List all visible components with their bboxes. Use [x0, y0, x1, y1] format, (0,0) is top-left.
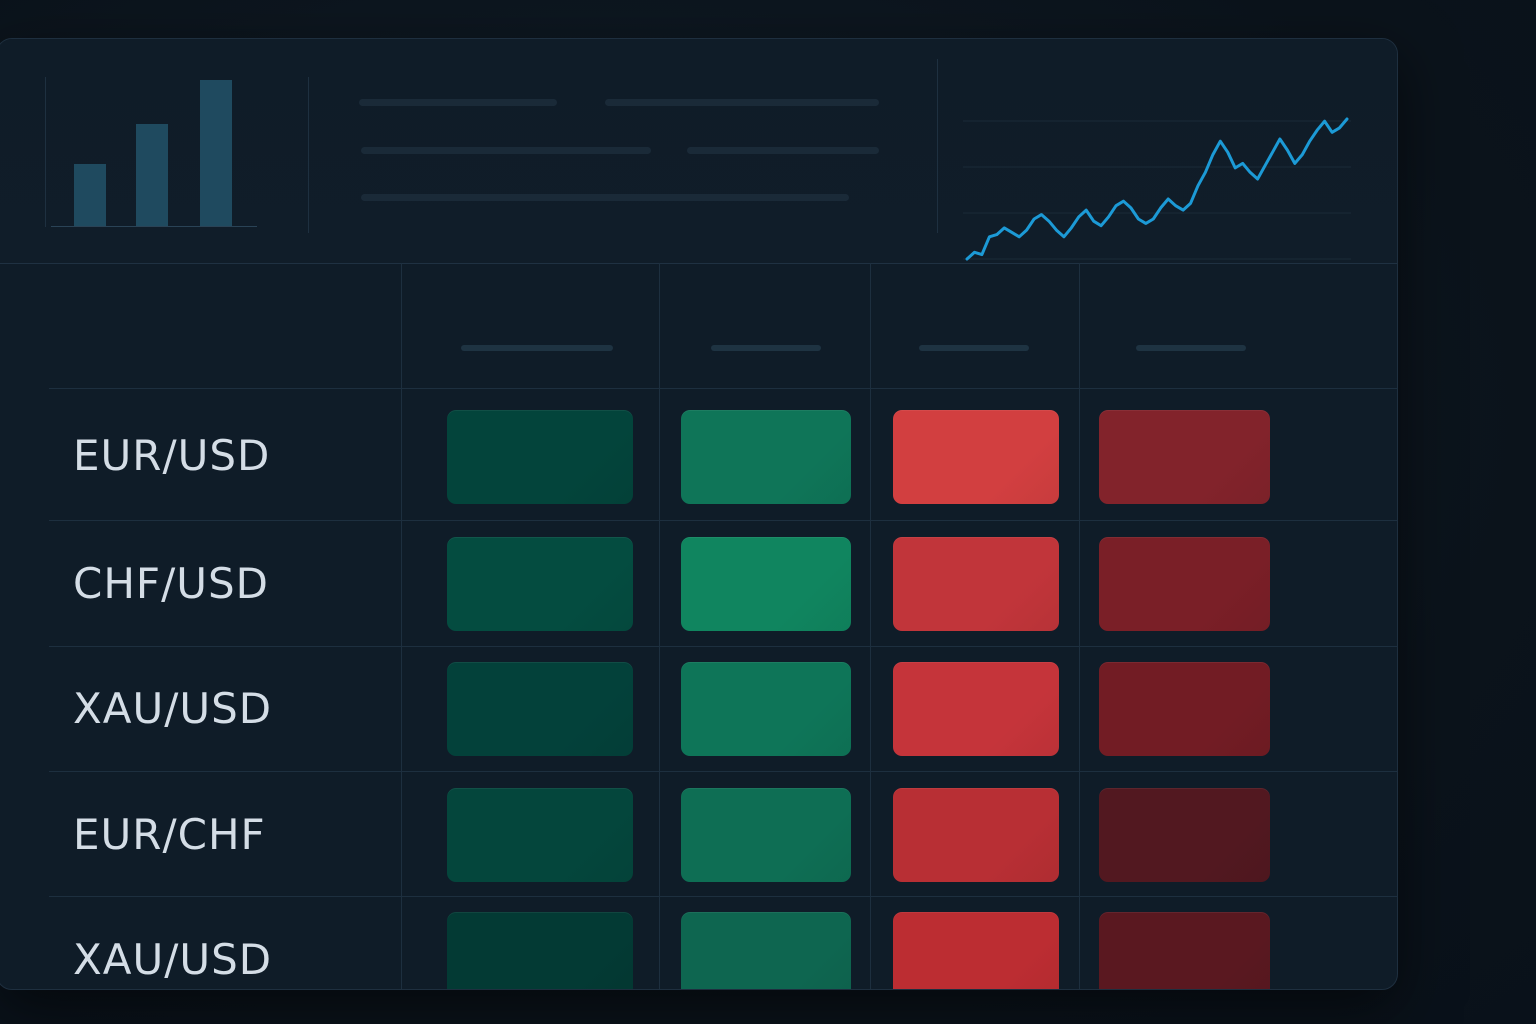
bar-2 [136, 124, 168, 226]
bar-chart-y-axis [45, 77, 46, 227]
column-header-placeholder [919, 345, 1029, 351]
heatmap-cell[interactable] [1099, 410, 1270, 504]
pair-label: XAU/USD [73, 935, 273, 984]
heatmap-cell[interactable] [893, 788, 1059, 882]
heatmap-cell[interactable] [447, 912, 633, 989]
column-divider [401, 263, 402, 989]
heatmap-cell[interactable] [681, 537, 851, 631]
heatmap-cell[interactable] [681, 410, 851, 504]
heatmap-cell[interactable] [1099, 788, 1270, 882]
heatmap-table: EUR/USD CHF/USD XAU/USD EUR/CHF XAU/USD [0, 263, 1397, 989]
placeholder-text-line [359, 99, 557, 106]
heatmap-cell[interactable] [893, 662, 1059, 756]
row-divider [49, 388, 1397, 389]
heatmap-cell[interactable] [447, 662, 633, 756]
placeholder-text-line [361, 194, 849, 201]
heatmap-cell[interactable] [893, 537, 1059, 631]
placeholder-text-line [605, 99, 879, 106]
row-divider [49, 771, 1397, 772]
column-header-placeholder [711, 345, 821, 351]
sparkline-chart [963, 117, 1351, 261]
row-divider [49, 520, 1397, 521]
heatmap-cell[interactable] [681, 788, 851, 882]
heatmap-cell[interactable] [447, 410, 633, 504]
heatmap-cell[interactable] [681, 662, 851, 756]
column-divider [659, 263, 660, 989]
heatmap-cell[interactable] [893, 410, 1059, 504]
heatmap-cell[interactable] [681, 912, 851, 989]
pair-label: CHF/USD [73, 559, 269, 608]
summary-header [0, 39, 1397, 264]
heatmap-cell[interactable] [1099, 662, 1270, 756]
sparkline-series [965, 117, 1349, 261]
header-divider-1 [308, 77, 309, 233]
pair-label: EUR/CHF [73, 810, 266, 859]
mini-bar-chart [45, 77, 259, 227]
column-header-placeholder [1136, 345, 1246, 351]
bar-1 [74, 164, 106, 226]
pair-label: XAU/USD [73, 684, 273, 733]
heatmap-cell[interactable] [447, 537, 633, 631]
placeholder-text-line [361, 147, 651, 154]
column-divider [870, 263, 871, 989]
row-divider [49, 896, 1397, 897]
bar-3 [200, 80, 232, 226]
heatmap-cell[interactable] [1099, 912, 1270, 989]
heatmap-cell[interactable] [1099, 537, 1270, 631]
bar-chart-x-axis [51, 226, 257, 227]
pair-label: EUR/USD [73, 431, 271, 480]
heatmap-cell[interactable] [893, 912, 1059, 989]
header-divider-2 [937, 59, 938, 233]
row-divider [49, 646, 1397, 647]
column-divider [1079, 263, 1080, 989]
column-header-placeholder [461, 345, 613, 351]
placeholder-text-line [687, 147, 879, 154]
dashboard-panel: EUR/USD CHF/USD XAU/USD EUR/CHF XAU/USD [0, 38, 1398, 990]
heatmap-cell[interactable] [447, 788, 633, 882]
